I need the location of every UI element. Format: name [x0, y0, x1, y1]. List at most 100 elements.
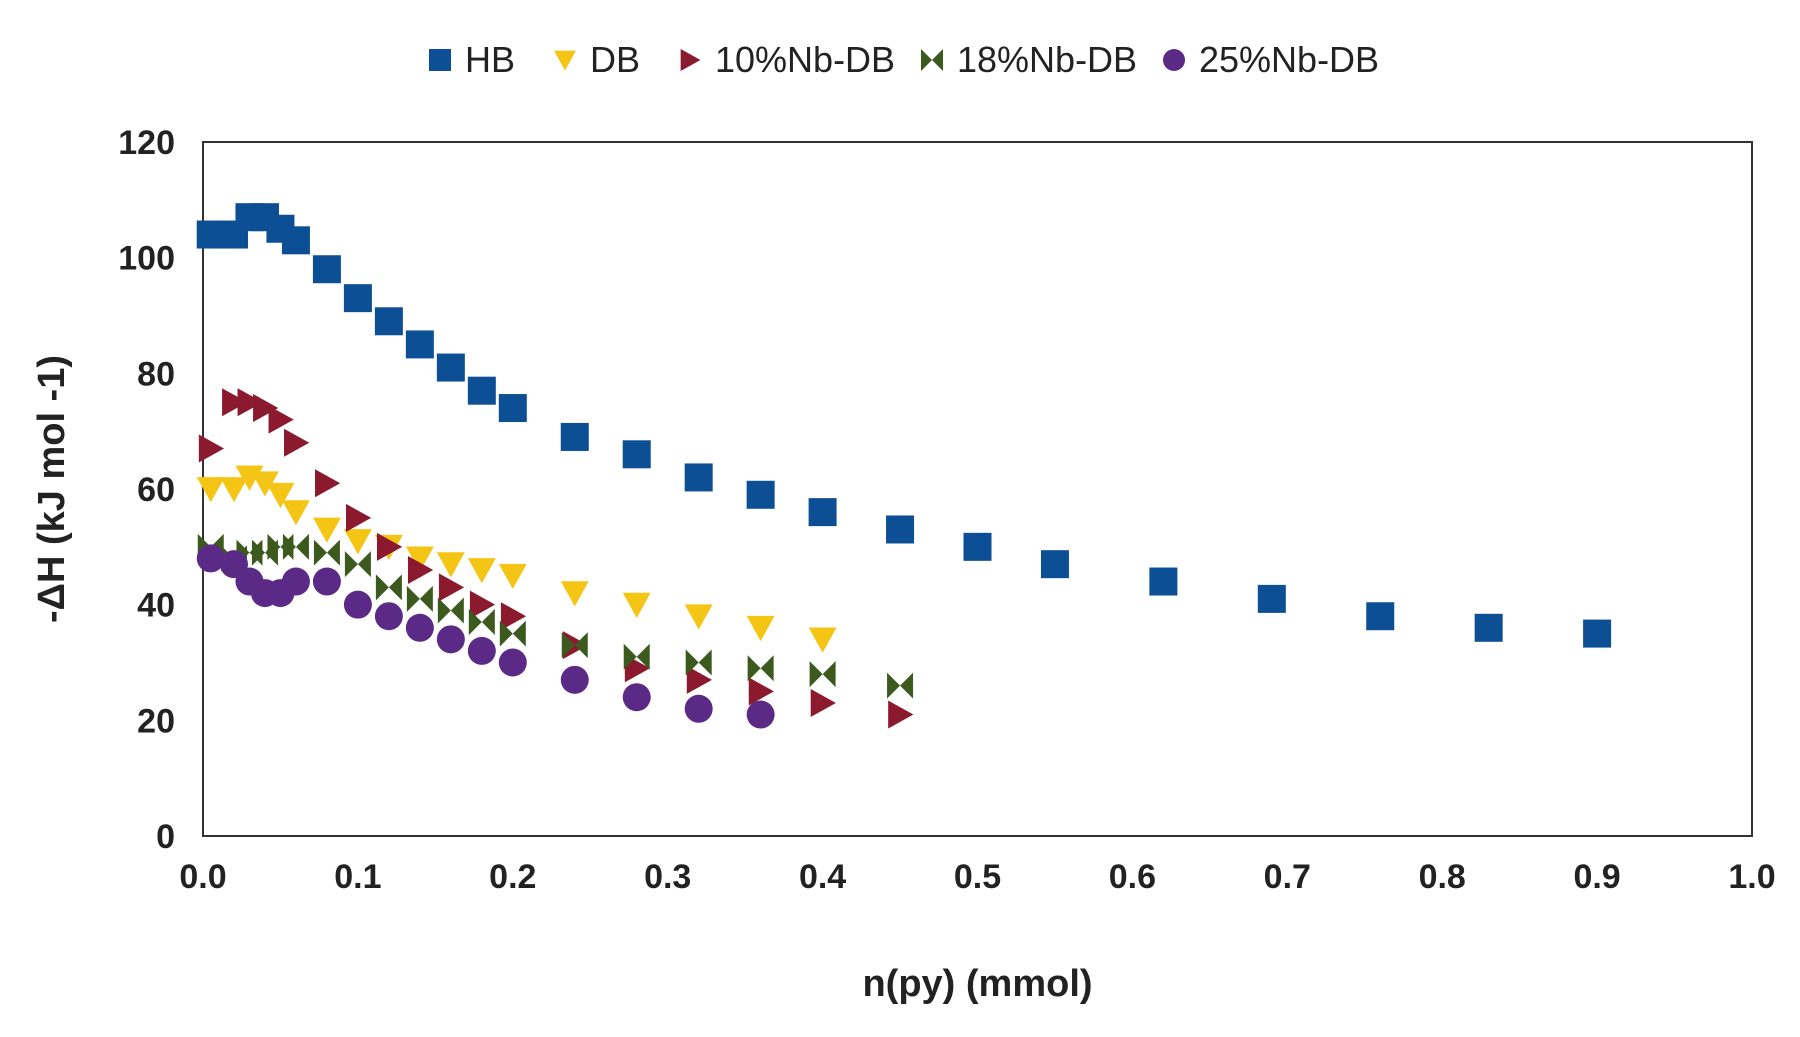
series-25%Nb-DB	[196, 544, 775, 729]
legend-marker	[680, 49, 701, 71]
y-tick-label: 20	[137, 702, 175, 740]
data-point	[561, 632, 588, 659]
data-point	[198, 434, 225, 463]
data-point	[1257, 584, 1286, 613]
data-point	[500, 602, 527, 631]
legend-item: 10%Nb-DB	[680, 39, 895, 80]
data-point	[498, 394, 527, 423]
legend-label: 25%Nb-DB	[1199, 39, 1379, 80]
data-point	[1474, 613, 1503, 642]
data-point	[405, 330, 434, 359]
data-point	[313, 539, 340, 566]
data-point	[499, 620, 526, 647]
data-point	[196, 477, 225, 503]
data-point	[438, 573, 465, 602]
data-point	[887, 672, 914, 699]
data-point	[436, 353, 465, 382]
data-point	[315, 469, 341, 498]
data-point	[406, 585, 433, 612]
series-10%Nb-DB	[198, 388, 914, 729]
data-point	[312, 255, 341, 284]
data-point	[343, 284, 372, 313]
data-point	[436, 552, 465, 578]
data-point	[405, 613, 434, 642]
data-point	[623, 643, 650, 670]
data-point	[560, 581, 589, 607]
data-point	[1583, 619, 1612, 648]
series-HB	[196, 203, 1612, 648]
data-point	[622, 440, 651, 469]
data-point	[375, 574, 402, 601]
chart-axes: 0.0 0.1 0.2 0.3 0.4 0.5 0.6 0.7 0.8 0.9 1.0 0 20 40 60…	[118, 124, 1775, 896]
data-point	[374, 307, 403, 336]
data-point	[808, 627, 837, 653]
legend-item: 25%Nb-DB	[1163, 39, 1379, 80]
data-point	[343, 529, 372, 555]
legend-item: DB	[554, 39, 640, 80]
data-point	[281, 226, 310, 255]
y-tick-label: 120	[118, 124, 175, 162]
data-point	[281, 567, 310, 596]
data-point	[281, 500, 310, 526]
data-point	[746, 700, 775, 729]
legend-label: HB	[465, 39, 515, 80]
data-point	[560, 665, 589, 694]
data-point	[266, 482, 295, 509]
data-point	[746, 480, 775, 509]
data-point	[963, 532, 992, 561]
data-point	[748, 677, 774, 706]
data-point	[1040, 550, 1069, 579]
x-tick-label: 0.0	[179, 858, 226, 896]
legend-label: 18%Nb-DB	[957, 39, 1137, 80]
data-point	[467, 558, 496, 584]
legend-item: HB	[429, 39, 515, 80]
data-point	[376, 532, 403, 561]
data-point	[886, 515, 915, 544]
x-tick-label: 0.1	[334, 858, 381, 896]
legend-marker	[554, 50, 576, 71]
data-point	[498, 563, 527, 590]
data-point	[684, 694, 713, 723]
data-point	[437, 597, 464, 624]
data-point	[746, 615, 775, 642]
x-tick-label: 0.6	[1109, 858, 1156, 896]
data-point	[684, 463, 713, 492]
data-point	[346, 503, 372, 532]
data-point	[219, 477, 248, 503]
data-point	[747, 655, 774, 682]
data-point	[344, 551, 371, 578]
x-tick-label: 0.8	[1419, 858, 1466, 896]
data-point	[467, 376, 496, 405]
y-tick-label: 40	[137, 587, 175, 625]
y-tick-label: 60	[137, 471, 175, 509]
x-tick-label: 0.5	[954, 858, 1001, 896]
data-point	[809, 661, 836, 688]
data-point	[686, 665, 712, 694]
data-point	[253, 394, 279, 423]
data-point	[374, 602, 403, 631]
y-tick-label: 100	[118, 240, 175, 278]
x-tick-label: 0.9	[1573, 858, 1620, 896]
data-point	[436, 625, 465, 654]
x-tick-label: 0.2	[489, 858, 536, 896]
chart-legend: HB DB 10%Nb-DB 18%Nb-DB 25%Nb-DB	[429, 39, 1379, 80]
data-point	[312, 517, 341, 543]
series-DB	[196, 465, 837, 653]
data-point	[468, 609, 495, 636]
data-point	[405, 546, 434, 572]
y-tick-label: 80	[137, 355, 175, 393]
legend-item: 18%Nb-DB	[921, 39, 1137, 80]
x-tick-label: 0.3	[644, 858, 691, 896]
data-point	[888, 700, 914, 729]
data-point	[312, 567, 341, 596]
data-point	[810, 688, 836, 717]
data-point	[237, 388, 263, 417]
data-point	[498, 648, 527, 677]
data-point	[1366, 602, 1395, 631]
data-point	[284, 428, 310, 457]
data-point	[808, 498, 837, 527]
data-point	[222, 388, 248, 417]
legend-marker	[1163, 49, 1185, 71]
data-point	[685, 649, 712, 676]
